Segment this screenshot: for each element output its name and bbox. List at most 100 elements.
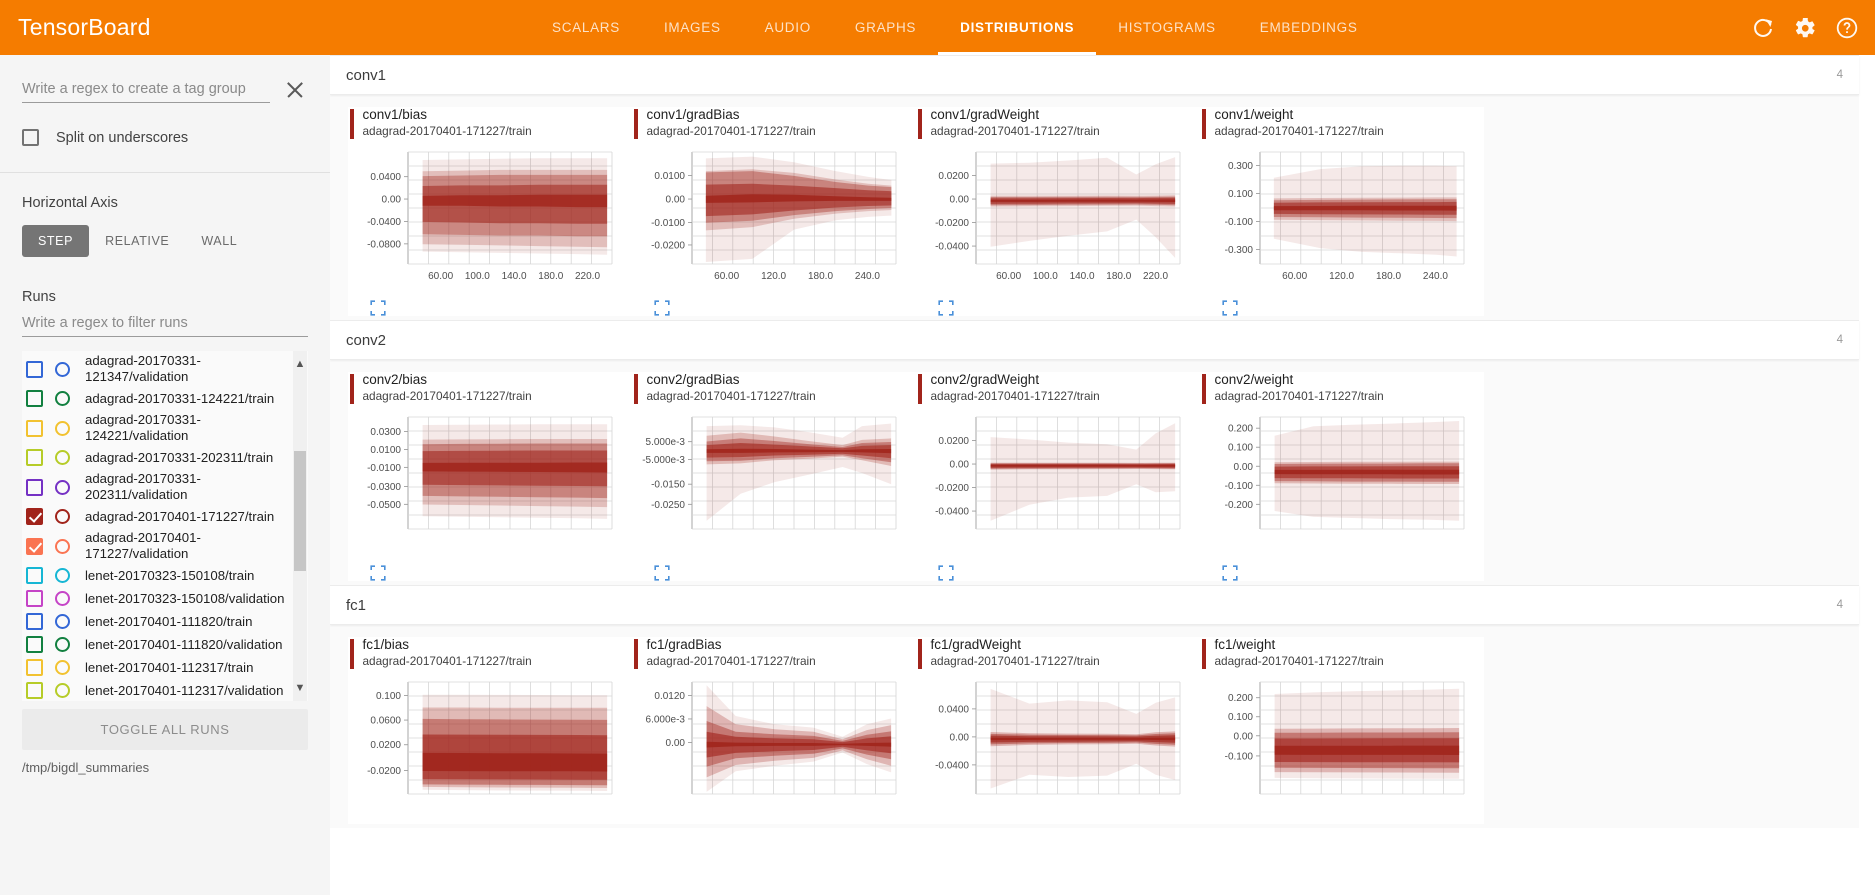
plot-container[interactable]: 0.200 0.100 0.00 -0.100 bbox=[1200, 676, 1472, 824]
chart-card[interactable]: fc1/weight adagrad-20170401-171227/train 0… bbox=[1200, 637, 1484, 824]
run-checkbox[interactable] bbox=[26, 449, 43, 466]
horizontal-axis-step[interactable]: STEP bbox=[22, 225, 90, 257]
help-icon[interactable] bbox=[1835, 16, 1859, 40]
run-item[interactable]: adagrad-20170331-124221/train bbox=[22, 387, 308, 410]
chart-card[interactable]: fc1/gradWeight adagrad-20170401-171227/tr… bbox=[916, 637, 1200, 824]
expand-icon[interactable] bbox=[654, 565, 670, 581]
expand-icon[interactable] bbox=[938, 300, 954, 316]
group-header-conv2[interactable]: conv2 4 bbox=[330, 320, 1859, 360]
split-on-underscores-checkbox[interactable] bbox=[22, 129, 39, 146]
chevron-down-icon[interactable]: ▼ bbox=[294, 682, 306, 694]
run-checkbox[interactable] bbox=[26, 537, 43, 555]
chart-card[interactable]: conv1/gradWeight adagrad-20170401-171227/… bbox=[916, 107, 1200, 316]
close-icon[interactable] bbox=[282, 77, 308, 103]
run-item[interactable]: lenet-20170323-150108/validation bbox=[22, 587, 308, 610]
run-item[interactable]: lenet-20170401-111820/train bbox=[22, 610, 308, 633]
runs-filter-input[interactable] bbox=[22, 313, 308, 337]
plot-container[interactable]: 5.000e-3 -5.000e-3 -0.0150 -0.0250 bbox=[632, 411, 904, 559]
horizontal-axis-wall[interactable]: WALL bbox=[201, 234, 238, 248]
plot-container[interactable]: 0.0100 0.00 -0.0100 -0.0200 60.00 120.0 180.0 2… bbox=[632, 146, 904, 294]
runs-list[interactable]: adagrad-20170331-121347/validation adagra… bbox=[22, 351, 308, 701]
toggle-all-runs-button[interactable]: TOGGLE ALL RUNS bbox=[22, 709, 308, 750]
run-checkbox[interactable] bbox=[26, 590, 43, 607]
run-checkbox[interactable] bbox=[26, 508, 43, 525]
plot-container[interactable]: 0.0400 0.00 -0.0400 bbox=[916, 676, 1188, 824]
run-item[interactable]: lenet-20170401-112317/validation bbox=[22, 679, 308, 701]
distribution-plot[interactable]: 0.0400 0.00 -0.0400 -0.0800 60.00 100.0 140.0 1… bbox=[348, 146, 620, 294]
percentile-band bbox=[1274, 469, 1460, 475]
chart-card[interactable]: fc1/bias adagrad-20170401-171227/train 0.1… bbox=[348, 637, 632, 824]
group-header-conv1[interactable]: conv1 4 bbox=[330, 55, 1859, 95]
horizontal-axis-relative[interactable]: RELATIVE bbox=[105, 234, 170, 248]
y-tick-label: 0.00 bbox=[382, 195, 402, 206]
expand-icon[interactable] bbox=[370, 300, 386, 316]
chart-card[interactable]: conv2/gradWeight adagrad-20170401-171227/… bbox=[916, 372, 1200, 581]
distribution-plot[interactable]: 0.300 0.100 -0.100 -0.300 60.00 120.0 180.0 240… bbox=[1200, 146, 1472, 294]
distribution-plot[interactable]: 0.0200 0.00 -0.0200 -0.0400 bbox=[916, 411, 1188, 559]
expand-icon[interactable] bbox=[938, 565, 954, 581]
distribution-plot[interactable]: 0.0300 0.0100 -0.0100 -0.0300 -0.0500 bbox=[348, 411, 620, 559]
plot-container[interactable]: 0.0120 6.000e-3 0.00 bbox=[632, 676, 904, 824]
chart-card[interactable]: conv2/bias adagrad-20170401-171227/train 0… bbox=[348, 372, 632, 581]
runs-scrollbar[interactable]: ▲ ▼ bbox=[293, 351, 307, 701]
tab-scalars[interactable]: SCALARS bbox=[552, 20, 620, 35]
distribution-plot[interactable]: 5.000e-3 -5.000e-3 -0.0150 -0.0250 bbox=[632, 411, 904, 559]
expand-icon[interactable] bbox=[1222, 300, 1238, 316]
split-on-underscores-row[interactable]: Split on underscores bbox=[22, 129, 308, 146]
run-item[interactable]: adagrad-20170331-121347/validation bbox=[22, 351, 308, 387]
plot-container[interactable]: 0.0400 0.00 -0.0400 -0.0800 60.00 100.0 140.0 1… bbox=[348, 146, 620, 294]
plot-container[interactable]: 0.0200 0.00 -0.0200 -0.0400 60.00 100.0 140.0 1… bbox=[916, 146, 1188, 294]
distribution-plot[interactable]: 0.0400 0.00 -0.0400 bbox=[916, 676, 1188, 824]
distribution-plot[interactable]: 0.100 0.0600 0.0200 -0.0200 bbox=[348, 676, 620, 824]
run-item[interactable]: adagrad-20170331-124221/validation bbox=[22, 410, 308, 446]
plot-container[interactable]: 0.200 0.100 0.00 -0.100 -0.200 bbox=[1200, 411, 1472, 559]
plot-container[interactable]: 0.100 0.0600 0.0200 -0.0200 bbox=[348, 676, 620, 824]
tab-embeddings[interactable]: EMBEDDINGS bbox=[1259, 20, 1358, 35]
plot-container[interactable]: 0.0200 0.00 -0.0200 -0.0400 bbox=[916, 411, 1188, 559]
chart-card[interactable]: conv2/weight adagrad-20170401-171227/trai… bbox=[1200, 372, 1484, 581]
chart-card[interactable]: conv1/bias adagrad-20170401-171227/train 0… bbox=[348, 107, 632, 316]
run-checkbox[interactable] bbox=[26, 659, 43, 676]
run-checkbox[interactable] bbox=[26, 419, 43, 437]
run-checkbox[interactable] bbox=[26, 390, 43, 407]
charts-area[interactable]: conv1 4 conv1/bias adagrad-20170401-171227/… bbox=[330, 55, 1875, 895]
runs-scrollbar-thumb[interactable] bbox=[294, 451, 306, 571]
chart-card[interactable]: conv1/gradBias adagrad-20170401-171227/tr… bbox=[632, 107, 916, 316]
tab-histograms[interactable]: HISTOGRAMS bbox=[1118, 20, 1216, 35]
distribution-plot[interactable]: 0.200 0.100 0.00 -0.100 bbox=[1200, 676, 1472, 824]
chart-card[interactable]: conv1/weight adagrad-20170401-171227/trai… bbox=[1200, 107, 1484, 316]
run-item[interactable]: adagrad-20170331-202311/train bbox=[22, 446, 308, 469]
run-checkbox[interactable] bbox=[26, 613, 43, 630]
distribution-plot[interactable]: 0.0100 0.00 -0.0100 -0.0200 60.00 120.0 180.0 2… bbox=[632, 146, 904, 294]
run-item[interactable]: lenet-20170401-112317/train bbox=[22, 656, 308, 679]
tab-images[interactable]: IMAGES bbox=[663, 20, 721, 35]
run-checkbox[interactable] bbox=[26, 636, 43, 653]
run-item[interactable]: lenet-20170323-150108/train bbox=[22, 564, 308, 587]
tag-filter-input[interactable] bbox=[22, 79, 270, 103]
distribution-plot[interactable]: 0.0120 6.000e-3 0.00 bbox=[632, 676, 904, 824]
plot-container[interactable]: 0.0300 0.0100 -0.0100 -0.0300 -0.0500 bbox=[348, 411, 620, 559]
gear-icon[interactable] bbox=[1793, 16, 1817, 40]
plot-container[interactable]: 0.300 0.100 -0.100 -0.300 60.00 120.0 180.0 240… bbox=[1200, 146, 1472, 294]
run-item[interactable]: lenet-20170401-111820/validation bbox=[22, 633, 308, 656]
run-item[interactable]: adagrad-20170401-171227/train bbox=[22, 505, 308, 528]
run-checkbox[interactable] bbox=[26, 682, 43, 699]
run-item[interactable]: adagrad-20170331-202311/validation bbox=[22, 469, 308, 505]
distribution-plot[interactable]: 0.200 0.100 0.00 -0.100 -0.200 bbox=[1200, 411, 1472, 559]
group-header-fc1[interactable]: fc1 4 bbox=[330, 585, 1859, 625]
distribution-plot[interactable]: 0.0200 0.00 -0.0200 -0.0400 60.00 100.0 140.0 1… bbox=[916, 146, 1188, 294]
tab-distributions[interactable]: DISTRIBUTIONS bbox=[938, 0, 1097, 55]
chevron-up-icon[interactable]: ▲ bbox=[294, 358, 306, 370]
refresh-icon[interactable] bbox=[1751, 16, 1775, 40]
tab-graphs[interactable]: GRAPHS bbox=[854, 20, 917, 35]
run-checkbox[interactable] bbox=[26, 478, 43, 496]
run-checkbox[interactable] bbox=[26, 360, 43, 378]
chart-card[interactable]: fc1/gradBias adagrad-20170401-171227/trai… bbox=[632, 637, 916, 824]
expand-icon[interactable] bbox=[1222, 565, 1238, 581]
expand-icon[interactable] bbox=[370, 565, 386, 581]
tab-audio[interactable]: AUDIO bbox=[764, 20, 811, 35]
run-item[interactable]: adagrad-20170401-171227/validation bbox=[22, 528, 308, 564]
run-checkbox[interactable] bbox=[26, 567, 43, 584]
chart-card[interactable]: conv2/gradBias adagrad-20170401-171227/tr… bbox=[632, 372, 916, 581]
expand-icon[interactable] bbox=[654, 300, 670, 316]
